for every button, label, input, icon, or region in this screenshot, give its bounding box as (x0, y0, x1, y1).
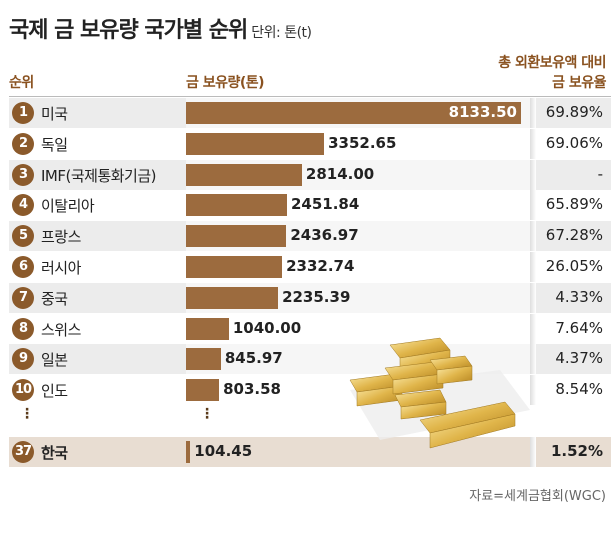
bar (186, 132, 325, 155)
source-note: 자료=세계금협회(WGC) (469, 489, 606, 504)
bar-value-label: 2436.97 (290, 226, 359, 245)
bar-cell: 845.97 (186, 344, 530, 375)
bar (186, 441, 191, 463)
ratio-value: 8.54% (555, 380, 603, 399)
ratio-value: 69.89% (545, 103, 603, 121)
ratio-value: 1.52% (550, 442, 603, 460)
gold-bars-illustration (349, 337, 530, 449)
country-name: 중국 (41, 289, 68, 308)
rank-ellipsis: ⋮ (20, 406, 34, 422)
ratio-value: 4.37% (555, 349, 603, 368)
column-separator (530, 221, 536, 252)
bar (186, 379, 220, 402)
table-row: 8 스위스 1040.00 7.64% (9, 313, 611, 344)
column-separator (530, 159, 536, 190)
table-row: 37 한국 104.45 1.52% (9, 437, 611, 467)
column-separator (530, 98, 536, 128)
bar-cell: 8133.50 (186, 98, 530, 128)
rank-badge: 10 (12, 379, 34, 402)
rank-badge: 8 (12, 317, 34, 340)
bar (186, 286, 279, 309)
bar-cell: 2235.39 (186, 282, 530, 313)
column-separator (530, 252, 536, 282)
bar (186, 102, 521, 124)
country-name: 독일 (41, 135, 68, 154)
ratio-value: 4.33% (555, 287, 603, 306)
ratio-value: 26.05% (545, 257, 603, 275)
column-separator (530, 375, 536, 406)
column-separator (530, 128, 536, 159)
bar-value-label: 1040.00 (232, 318, 302, 337)
bar-cell: 2332.74 (186, 252, 530, 282)
bar-value-label: 2451.84 (290, 195, 360, 214)
ratio-value: 67.28% (545, 226, 603, 245)
column-separator (530, 437, 536, 467)
title-text: 국제 금 보유량 국가별 순위 (9, 18, 248, 43)
column-separator (530, 282, 536, 313)
country-name: 인도 (41, 382, 68, 401)
country-name: IMF(국제통화기금) (41, 166, 157, 185)
bar-cell: 2814.00 (186, 159, 530, 190)
table-row: 7 중국 2235.39 4.33% (9, 282, 611, 313)
bar-cell: 1040.00 (186, 313, 530, 344)
bar-cell: 2436.97 (186, 221, 530, 252)
bar-cell: 2451.84 (186, 190, 530, 221)
bar-value-label: 8133.50 (448, 103, 517, 121)
table-row: 2 독일 3352.65 69.06% (9, 128, 611, 159)
country-name: 미국 (41, 105, 68, 123)
rank-badge: 6 (12, 256, 34, 278)
table-row: 6 러시아 2332.74 26.05% (9, 252, 611, 282)
value-ellipsis: ⋮ (200, 406, 214, 422)
rank-badge: 37 (12, 441, 34, 463)
bar-value-label: 104.45 (194, 442, 253, 460)
rank-badge: 9 (12, 348, 34, 371)
bar (186, 348, 221, 371)
rank-badge: 2 (12, 132, 34, 155)
bar-value-label: 3352.65 (328, 133, 397, 152)
bar-value-label: 2814.00 (305, 164, 375, 183)
header-divider (9, 96, 611, 97)
ratio-value: 69.06% (545, 133, 603, 152)
rank-badge: 4 (12, 194, 34, 217)
chart-title: 국제 금 보유량 국가별 순위 단위: 톤(t) (9, 12, 312, 44)
holdings-header: 금 보유량(톤) (186, 75, 265, 91)
country-name: 한국 (41, 444, 68, 462)
bar (186, 163, 302, 186)
bar-value-label: 803.58 (223, 380, 281, 399)
table-row: 3 IMF(국제통화기금) 2814.00 - (9, 159, 611, 190)
column-separator (530, 313, 536, 344)
bar-value-label: 2235.39 (282, 287, 351, 306)
rank-badge: 7 (12, 286, 34, 309)
table-row: 4 이탈리아 2451.84 65.89% (9, 190, 611, 221)
bar-cell: 3352.65 (186, 128, 530, 159)
bar (186, 194, 287, 217)
country-name: 이탈리아 (41, 197, 95, 216)
bar-value-label: 2332.74 (286, 257, 355, 275)
country-name: 프랑스 (41, 228, 81, 247)
country-name: 스위스 (41, 320, 81, 339)
country-name: 일본 (41, 351, 68, 370)
unit-label: 단위: 톤(t) (251, 25, 312, 41)
ratio-value: 7.64% (555, 318, 603, 337)
bar-cell: 104.45 (186, 437, 530, 467)
ratio-header-line1: 총 외환보유액 대비 (498, 55, 606, 71)
ratio-header-line2: 금 보유율 (552, 75, 606, 91)
bar (186, 256, 283, 278)
column-separator (530, 190, 536, 221)
country-name: 러시아 (41, 259, 81, 277)
bar-value-label: 845.97 (224, 349, 283, 368)
rank-header: 순위 (9, 75, 34, 91)
table-row: 1 미국 8133.50 69.89% (9, 98, 611, 128)
table-row: 5 프랑스 2436.97 67.28% (9, 221, 611, 252)
column-separator (530, 344, 536, 375)
rank-badge: 3 (12, 163, 34, 186)
rank-badge: 5 (12, 225, 34, 248)
ratio-value: 65.89% (545, 195, 603, 214)
rank-badge: 1 (12, 102, 34, 124)
table-row: 9 일본 845.97 4.37% (9, 344, 611, 375)
bar (186, 317, 229, 340)
ratio-value: - (597, 164, 603, 183)
bar (186, 225, 287, 248)
